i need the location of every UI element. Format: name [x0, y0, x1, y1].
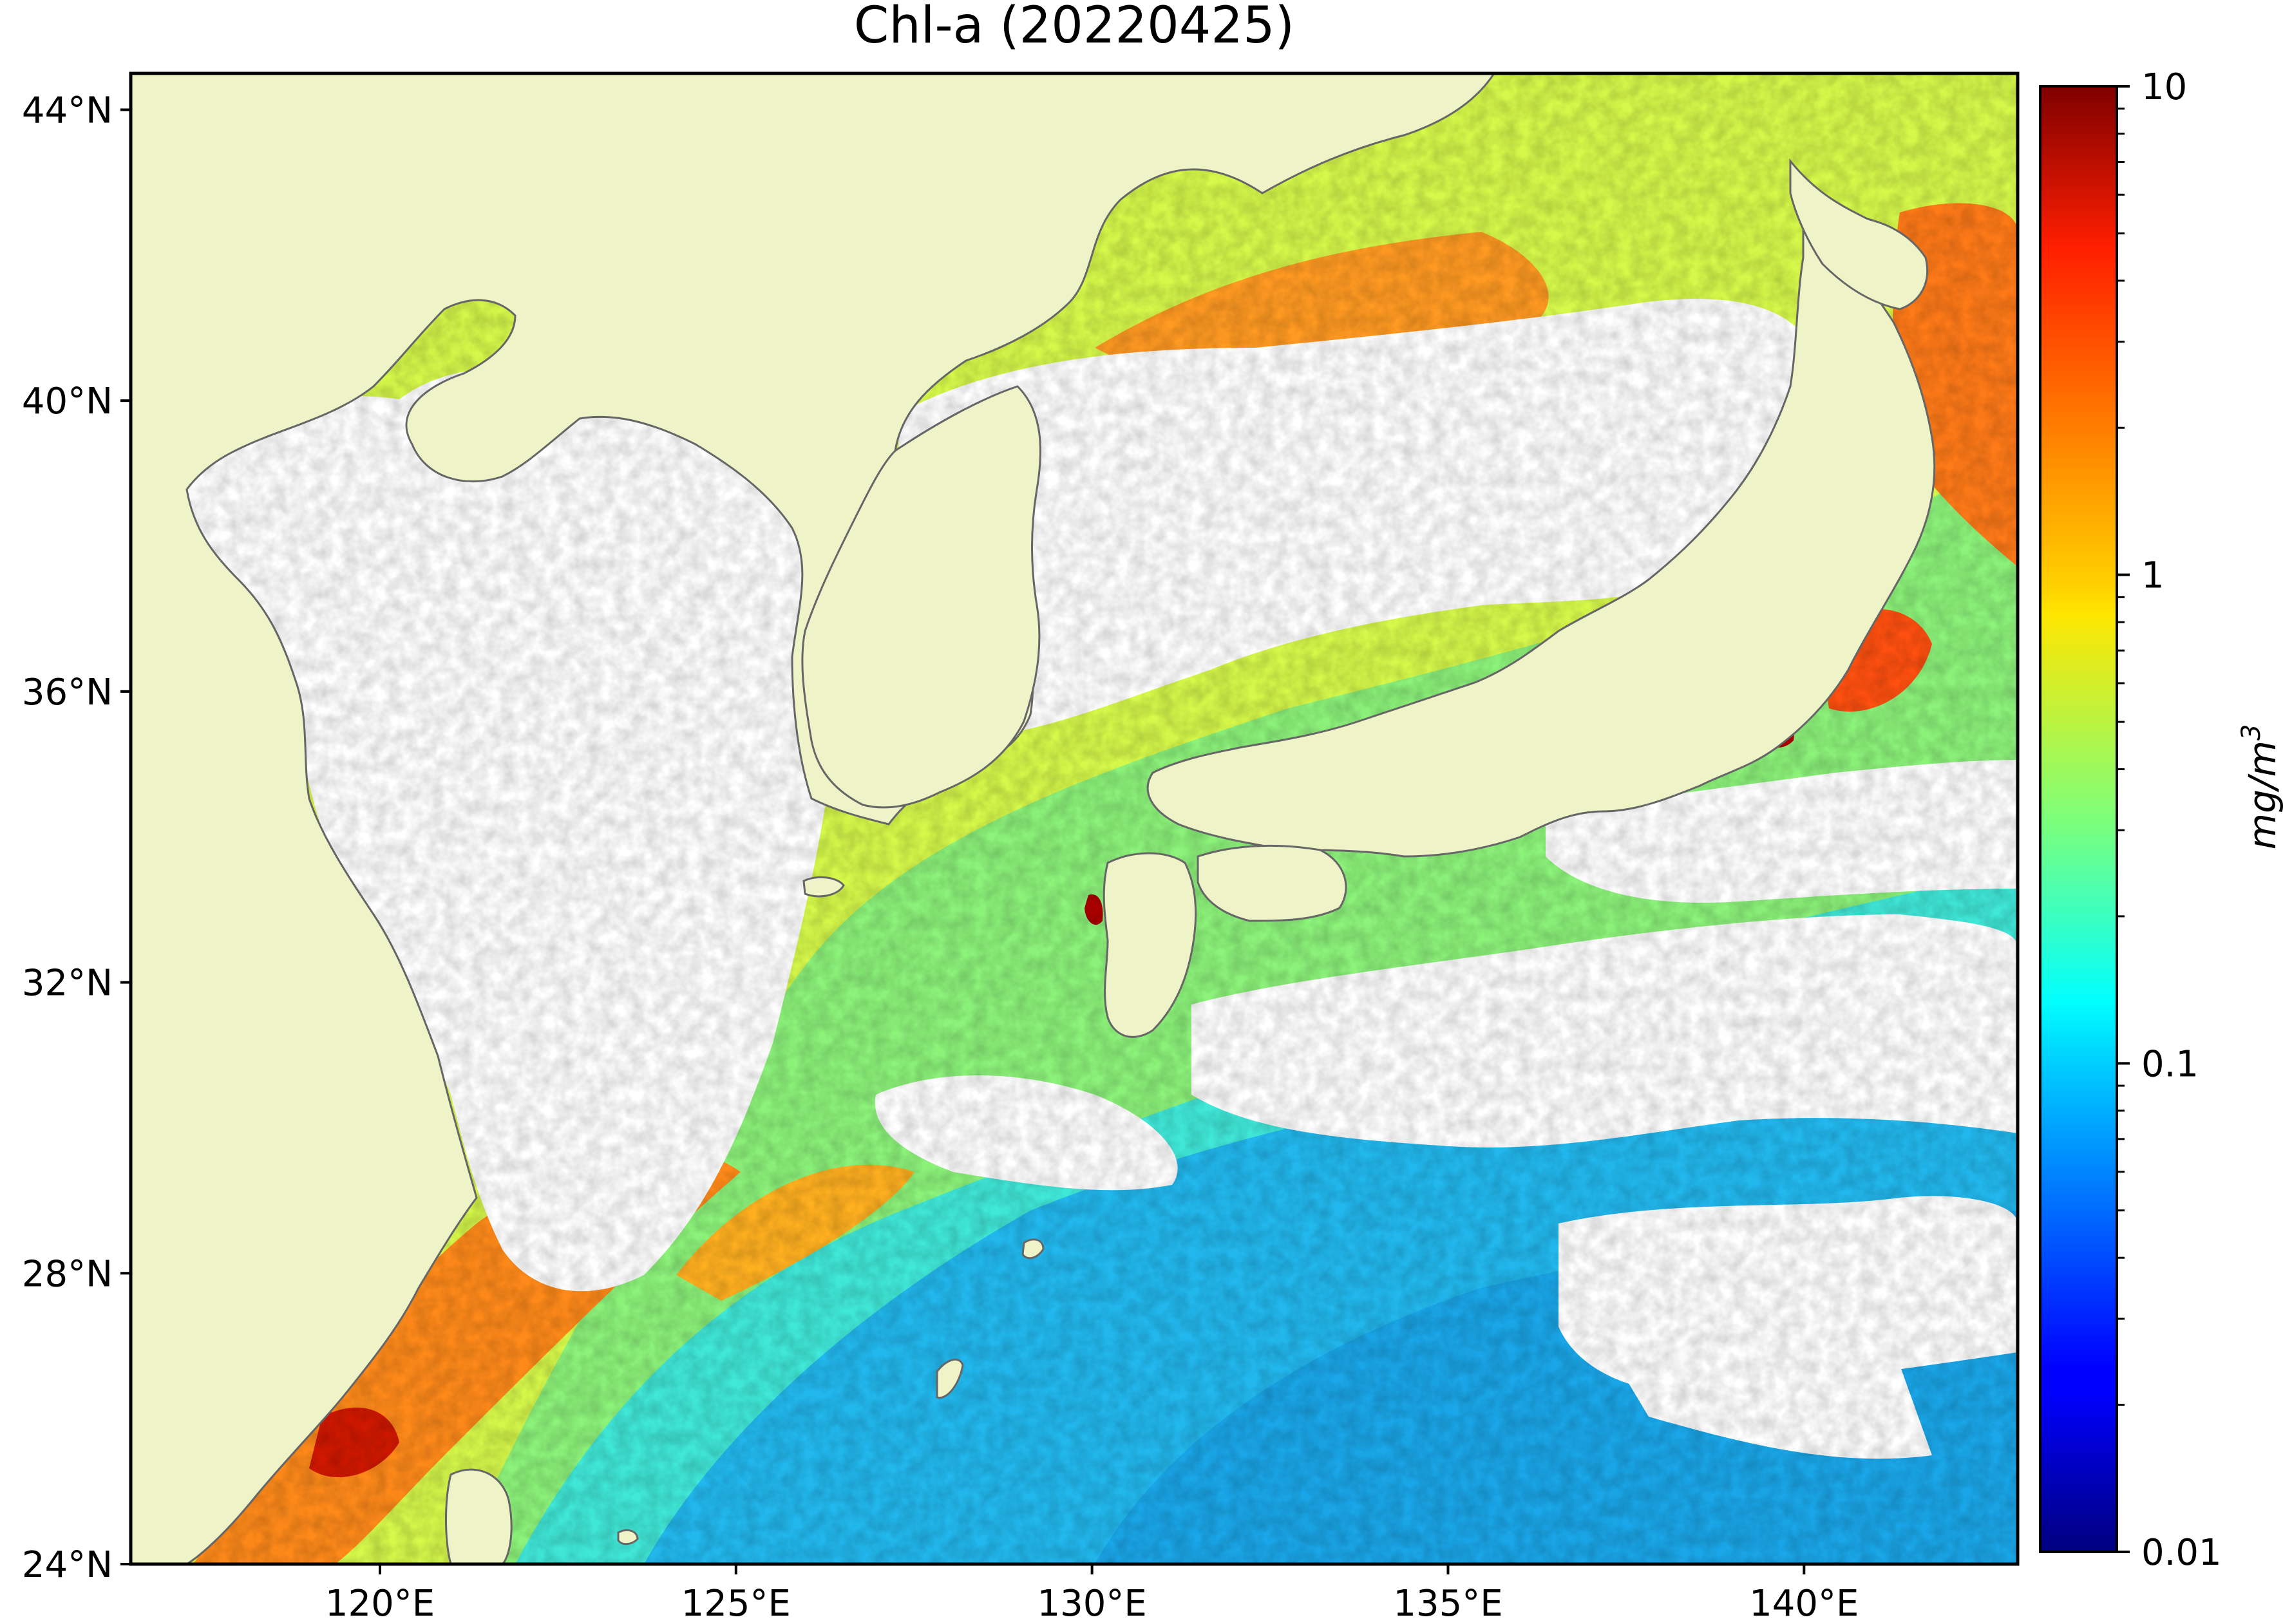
lat-tick-label: 44°N: [22, 90, 113, 131]
land-kyushu: [1103, 852, 1197, 1038]
colorbar-tick-label: 10: [2141, 66, 2187, 108]
lat-tick-label: 28°N: [22, 1253, 113, 1295]
lat-tick-label: 36°N: [22, 672, 113, 713]
longitude-axis: 120°E 125°E 130°E 135°E 140°E: [325, 1564, 1859, 1624]
colorbar-unit-label: mg/m3: [2237, 724, 2283, 850]
land-okinawa: [936, 1358, 964, 1399]
colorbar-unit-superscript: 3: [2237, 724, 2266, 741]
lon-tick-label: 120°E: [325, 1583, 435, 1624]
map-frame: [129, 71, 2020, 1566]
land-miyako: [617, 1529, 639, 1545]
lon-tick-label: 135°E: [1393, 1583, 1502, 1624]
land-korean-peninsula: [801, 385, 1042, 809]
colorbar-tick-label: 1: [2141, 555, 2165, 597]
lon-tick-label: 130°E: [1037, 1583, 1147, 1624]
latitude-axis: 44°N 40°N 36°N 32°N 28°N 24°N: [22, 90, 131, 1586]
lat-tick-label: 32°N: [22, 963, 113, 1005]
chart-title: Chl-a (20220425): [854, 0, 1294, 55]
land-mainland-asia: [131, 73, 1495, 1564]
lon-tick-label: 140°E: [1749, 1583, 1859, 1624]
lat-tick-label: 24°N: [22, 1544, 113, 1586]
colorbar-tick-label: 0.1: [2141, 1043, 2199, 1085]
land-amami: [1021, 1238, 1045, 1260]
land-taiwan: [445, 1468, 513, 1564]
colorbar-unit-base: mg/m: [2240, 741, 2283, 849]
ocean-texture: [131, 73, 2018, 1564]
colorbar: [2039, 85, 2118, 1553]
lon-tick-label: 125°E: [681, 1583, 791, 1624]
lat-tick-label: 40°N: [22, 381, 113, 422]
map-panel: [131, 73, 2018, 1564]
colorbar-axis: 10 1 0.1 0.01: [2117, 66, 2222, 1574]
land-shikoku: [1197, 844, 1347, 922]
land-jeju: [802, 876, 845, 898]
land-hokkaido: [1789, 158, 1929, 310]
colorbar-tick-label: 0.01: [2141, 1532, 2222, 1574]
